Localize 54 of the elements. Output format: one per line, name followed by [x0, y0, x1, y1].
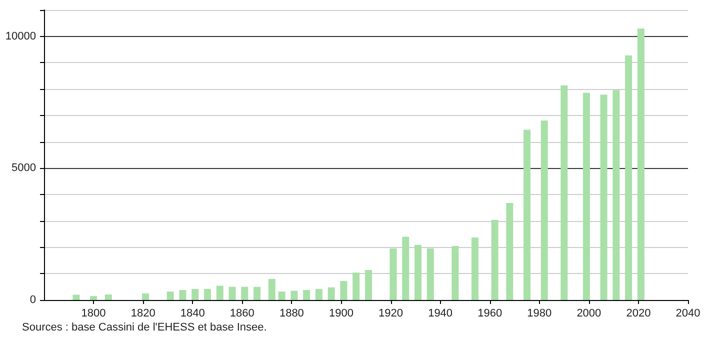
source-note: Sources : base Cassini de l'EHESS et base Insee. — [22, 322, 267, 334]
bar — [582, 92, 590, 300]
x-tick-label: 2000 — [576, 308, 602, 320]
bar — [426, 248, 434, 300]
x-tick-label: 1900 — [328, 308, 354, 320]
bar — [315, 288, 322, 300]
x-tick-label: 2020 — [626, 308, 651, 320]
bar — [414, 244, 422, 300]
bar — [278, 292, 286, 300]
bar — [625, 55, 632, 300]
bar — [340, 281, 348, 300]
bar — [600, 94, 608, 300]
x-tick-label: 1800 — [81, 308, 106, 320]
bar — [560, 85, 568, 300]
bar — [402, 236, 410, 300]
bar — [90, 296, 98, 300]
bar — [540, 120, 548, 300]
bar — [192, 288, 199, 300]
x-tick-label: 1820 — [130, 308, 156, 320]
x-tick-label: 1840 — [180, 308, 205, 320]
bar — [104, 294, 112, 300]
bar — [72, 294, 80, 300]
bar — [241, 286, 248, 300]
x-tick-label: 2040 — [676, 308, 700, 320]
bar — [524, 130, 530, 300]
bar — [268, 278, 276, 300]
x-tick-label: 1940 — [428, 308, 453, 320]
bar — [637, 28, 644, 300]
x-tick-label: 1920 — [378, 308, 404, 320]
bar — [364, 270, 372, 300]
bar — [471, 238, 478, 300]
x-tick-label: 1980 — [527, 308, 552, 320]
bar — [390, 248, 397, 300]
bar — [228, 286, 236, 300]
bar — [452, 246, 459, 300]
bar — [491, 220, 498, 300]
bar — [303, 290, 310, 300]
bar — [328, 287, 335, 300]
bar — [142, 293, 150, 300]
bar — [352, 272, 360, 300]
bar — [216, 286, 224, 300]
y-tick-label: 10000 — [5, 30, 36, 42]
x-tick-label: 1880 — [279, 308, 304, 320]
bar — [290, 290, 298, 300]
bar — [179, 290, 186, 300]
bar — [506, 202, 514, 300]
x-tick-label: 1960 — [478, 308, 502, 320]
bar — [166, 292, 174, 300]
y-tick-label: 0 — [30, 294, 36, 306]
x-tick-label: 1860 — [230, 308, 254, 320]
bar — [612, 90, 620, 300]
y-tick-label: 5000 — [12, 162, 36, 174]
bar — [254, 286, 261, 300]
bar — [204, 288, 211, 300]
